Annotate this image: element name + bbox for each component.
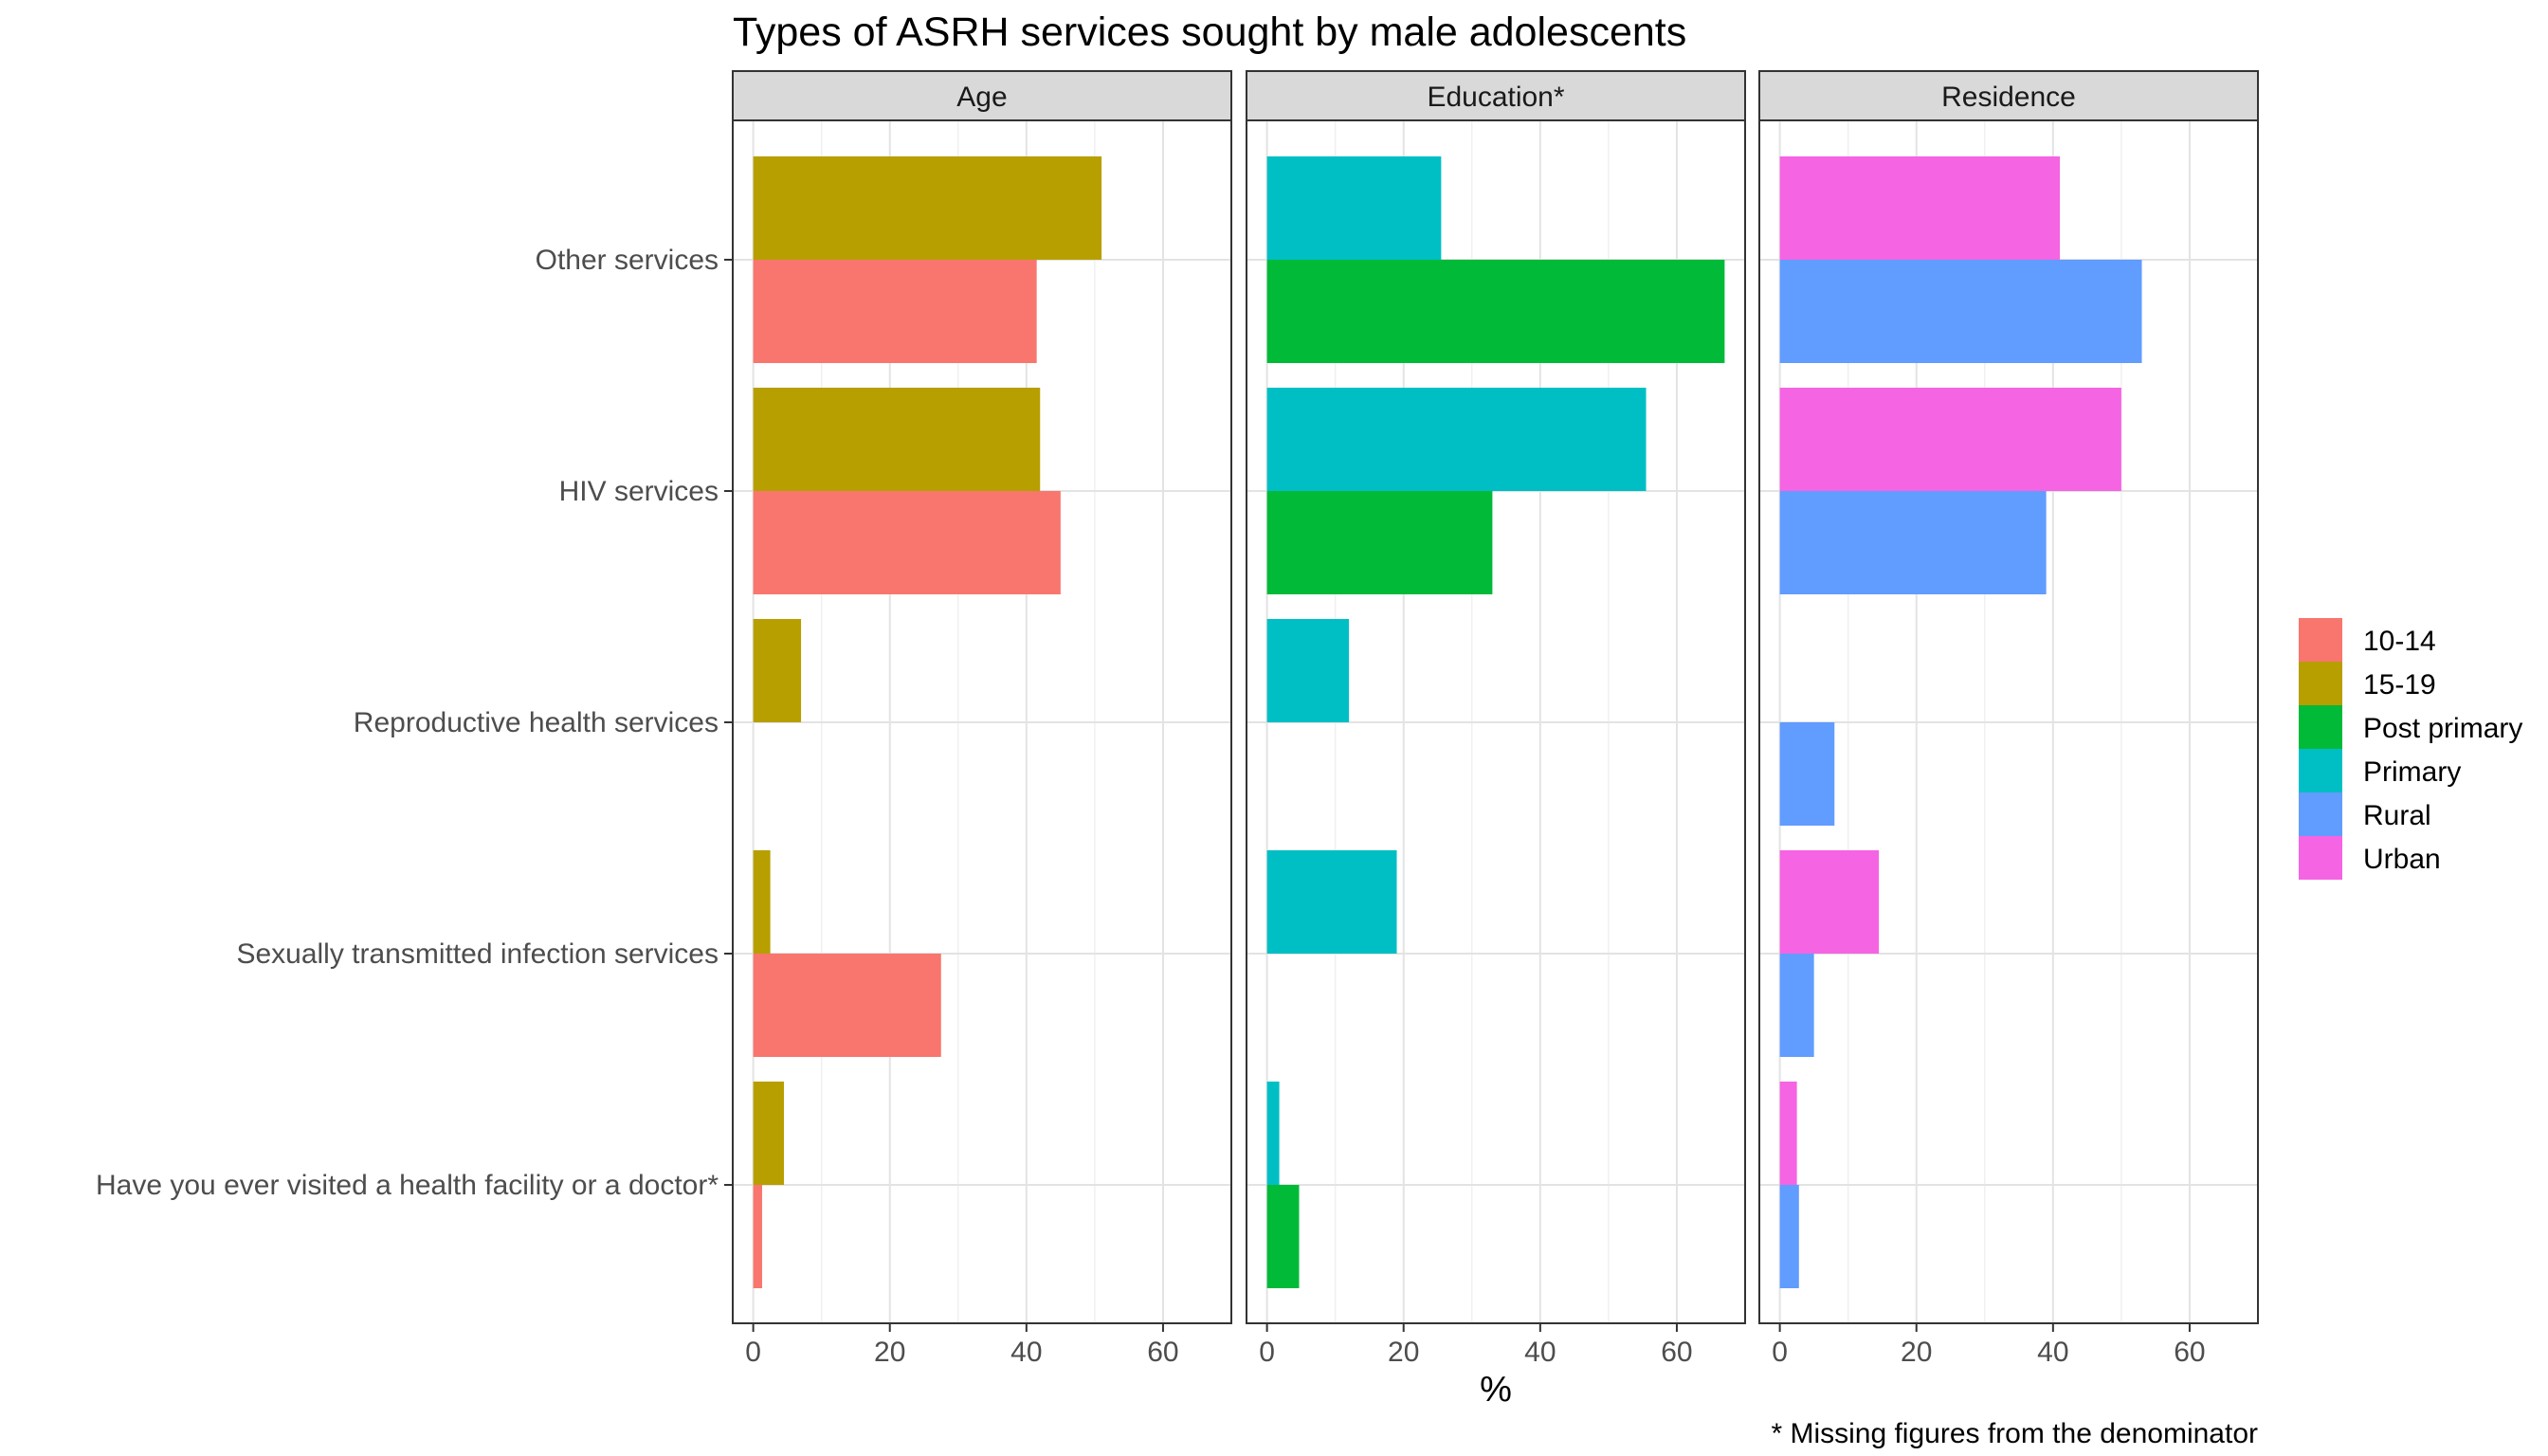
bar-10-14-4	[753, 954, 941, 1057]
x-tick-label: 60	[1147, 1337, 1178, 1368]
x-tick-label: 60	[1661, 1337, 1692, 1368]
x-tick-label: 20	[874, 1337, 905, 1368]
bar-rural-1	[1779, 260, 2142, 363]
x-axis-title: %	[1480, 1370, 1512, 1410]
bar-rural-5	[1779, 1185, 1799, 1288]
x-tick-label: 0	[1772, 1337, 1788, 1368]
bar-primary-2	[1266, 388, 1647, 491]
caption: * Missing figures from the denominator	[1771, 1418, 2258, 1449]
x-tick-label: 40	[1010, 1337, 1042, 1368]
bar-post-primary-1	[1266, 260, 1725, 363]
panel-education: Education* 0 20 40 60	[1246, 70, 1746, 1368]
category-label-5: Have you ever visited a health facility …	[96, 1170, 719, 1201]
legend-label: Rural	[2363, 800, 2431, 831]
x-tick-label: 20	[1388, 1337, 1419, 1368]
bar-15-19-1	[753, 156, 1102, 260]
legend-item-10-14: 10-14	[2299, 618, 2436, 662]
category-label-1: Other services	[536, 245, 719, 276]
legend-swatch	[2299, 792, 2342, 836]
strip-label: Education*	[1427, 82, 1564, 113]
bar-urban-1	[1779, 156, 2061, 260]
bar-15-19-3	[753, 619, 802, 722]
bar-primary-4	[1266, 850, 1397, 954]
bar-post-primary-2	[1266, 491, 1493, 594]
legend-item-post-primary: Post primary	[2299, 705, 2522, 749]
bar-primary-5	[1266, 1082, 1280, 1185]
panels: Age 0 20 40 60 Education* 0 20 40 60 Residence 0 20 4…	[732, 70, 2259, 1368]
panel-border	[1758, 119, 2259, 1324]
legend-item-rural: Rural	[2299, 792, 2431, 836]
legend-label: Primary	[2363, 756, 2461, 788]
legend-item-primary: Primary	[2299, 749, 2461, 792]
legend-label: 10-14	[2363, 626, 2436, 657]
bar-rural-3	[1779, 722, 1835, 826]
legend-item-15-19: 15-19	[2299, 662, 2436, 705]
bar-primary-3	[1266, 619, 1350, 722]
strip-background	[732, 70, 1232, 121]
bar-10-14-1	[753, 260, 1037, 363]
bar-urban-2	[1779, 388, 2121, 491]
panel-age: Age 0 20 40 60	[732, 70, 1232, 1368]
x-tick-label: 40	[1524, 1337, 1556, 1368]
bar-post-primary-5	[1266, 1185, 1300, 1288]
category-labels: Other services HIV services Reproductive h…	[96, 245, 733, 1201]
category-label-4: Sexually transmitted infection services	[236, 938, 719, 970]
bar-urban-5	[1779, 1082, 1797, 1185]
legend-label: 15-19	[2363, 669, 2436, 701]
category-label-2: HIV services	[559, 476, 719, 507]
x-tick-label: 20	[1901, 1337, 1932, 1368]
legend-swatch	[2299, 836, 2342, 880]
chart-title: Types of ASRH services sought by male ad…	[733, 9, 1686, 55]
legend-swatch	[2299, 749, 2342, 792]
bar-rural-4	[1779, 954, 1814, 1057]
legend-swatch	[2299, 662, 2342, 705]
x-tick-label: 0	[745, 1337, 761, 1368]
legend-swatch	[2299, 618, 2342, 662]
panel-border	[1246, 119, 1746, 1324]
legend-label: Urban	[2363, 844, 2441, 875]
strip-label: Residence	[1941, 82, 2076, 113]
x-tick-label: 40	[2037, 1337, 2068, 1368]
legend: 10-14 15-19 Post primary Primary Rural Urban	[2299, 618, 2522, 880]
bar-10-14-2	[753, 491, 1061, 594]
category-label-3: Reproductive health services	[354, 707, 719, 738]
bar-rural-2	[1779, 491, 2047, 594]
x-tick-label: 60	[2174, 1337, 2205, 1368]
legend-item-urban: Urban	[2299, 836, 2441, 880]
panel-residence: Residence 0 20 40 60	[1758, 70, 2259, 1368]
x-tick-label: 0	[1259, 1337, 1275, 1368]
bar-urban-4	[1779, 850, 1880, 954]
bar-15-19-5	[753, 1082, 785, 1185]
legend-label: Post primary	[2363, 713, 2522, 744]
bar-10-14-5	[753, 1185, 762, 1288]
strip-background	[1758, 70, 2259, 121]
legend-swatch	[2299, 705, 2342, 749]
bar-primary-1	[1266, 156, 1442, 260]
bar-15-19-4	[753, 850, 771, 954]
bar-15-19-2	[753, 388, 1041, 491]
strip-label: Age	[956, 82, 1007, 113]
